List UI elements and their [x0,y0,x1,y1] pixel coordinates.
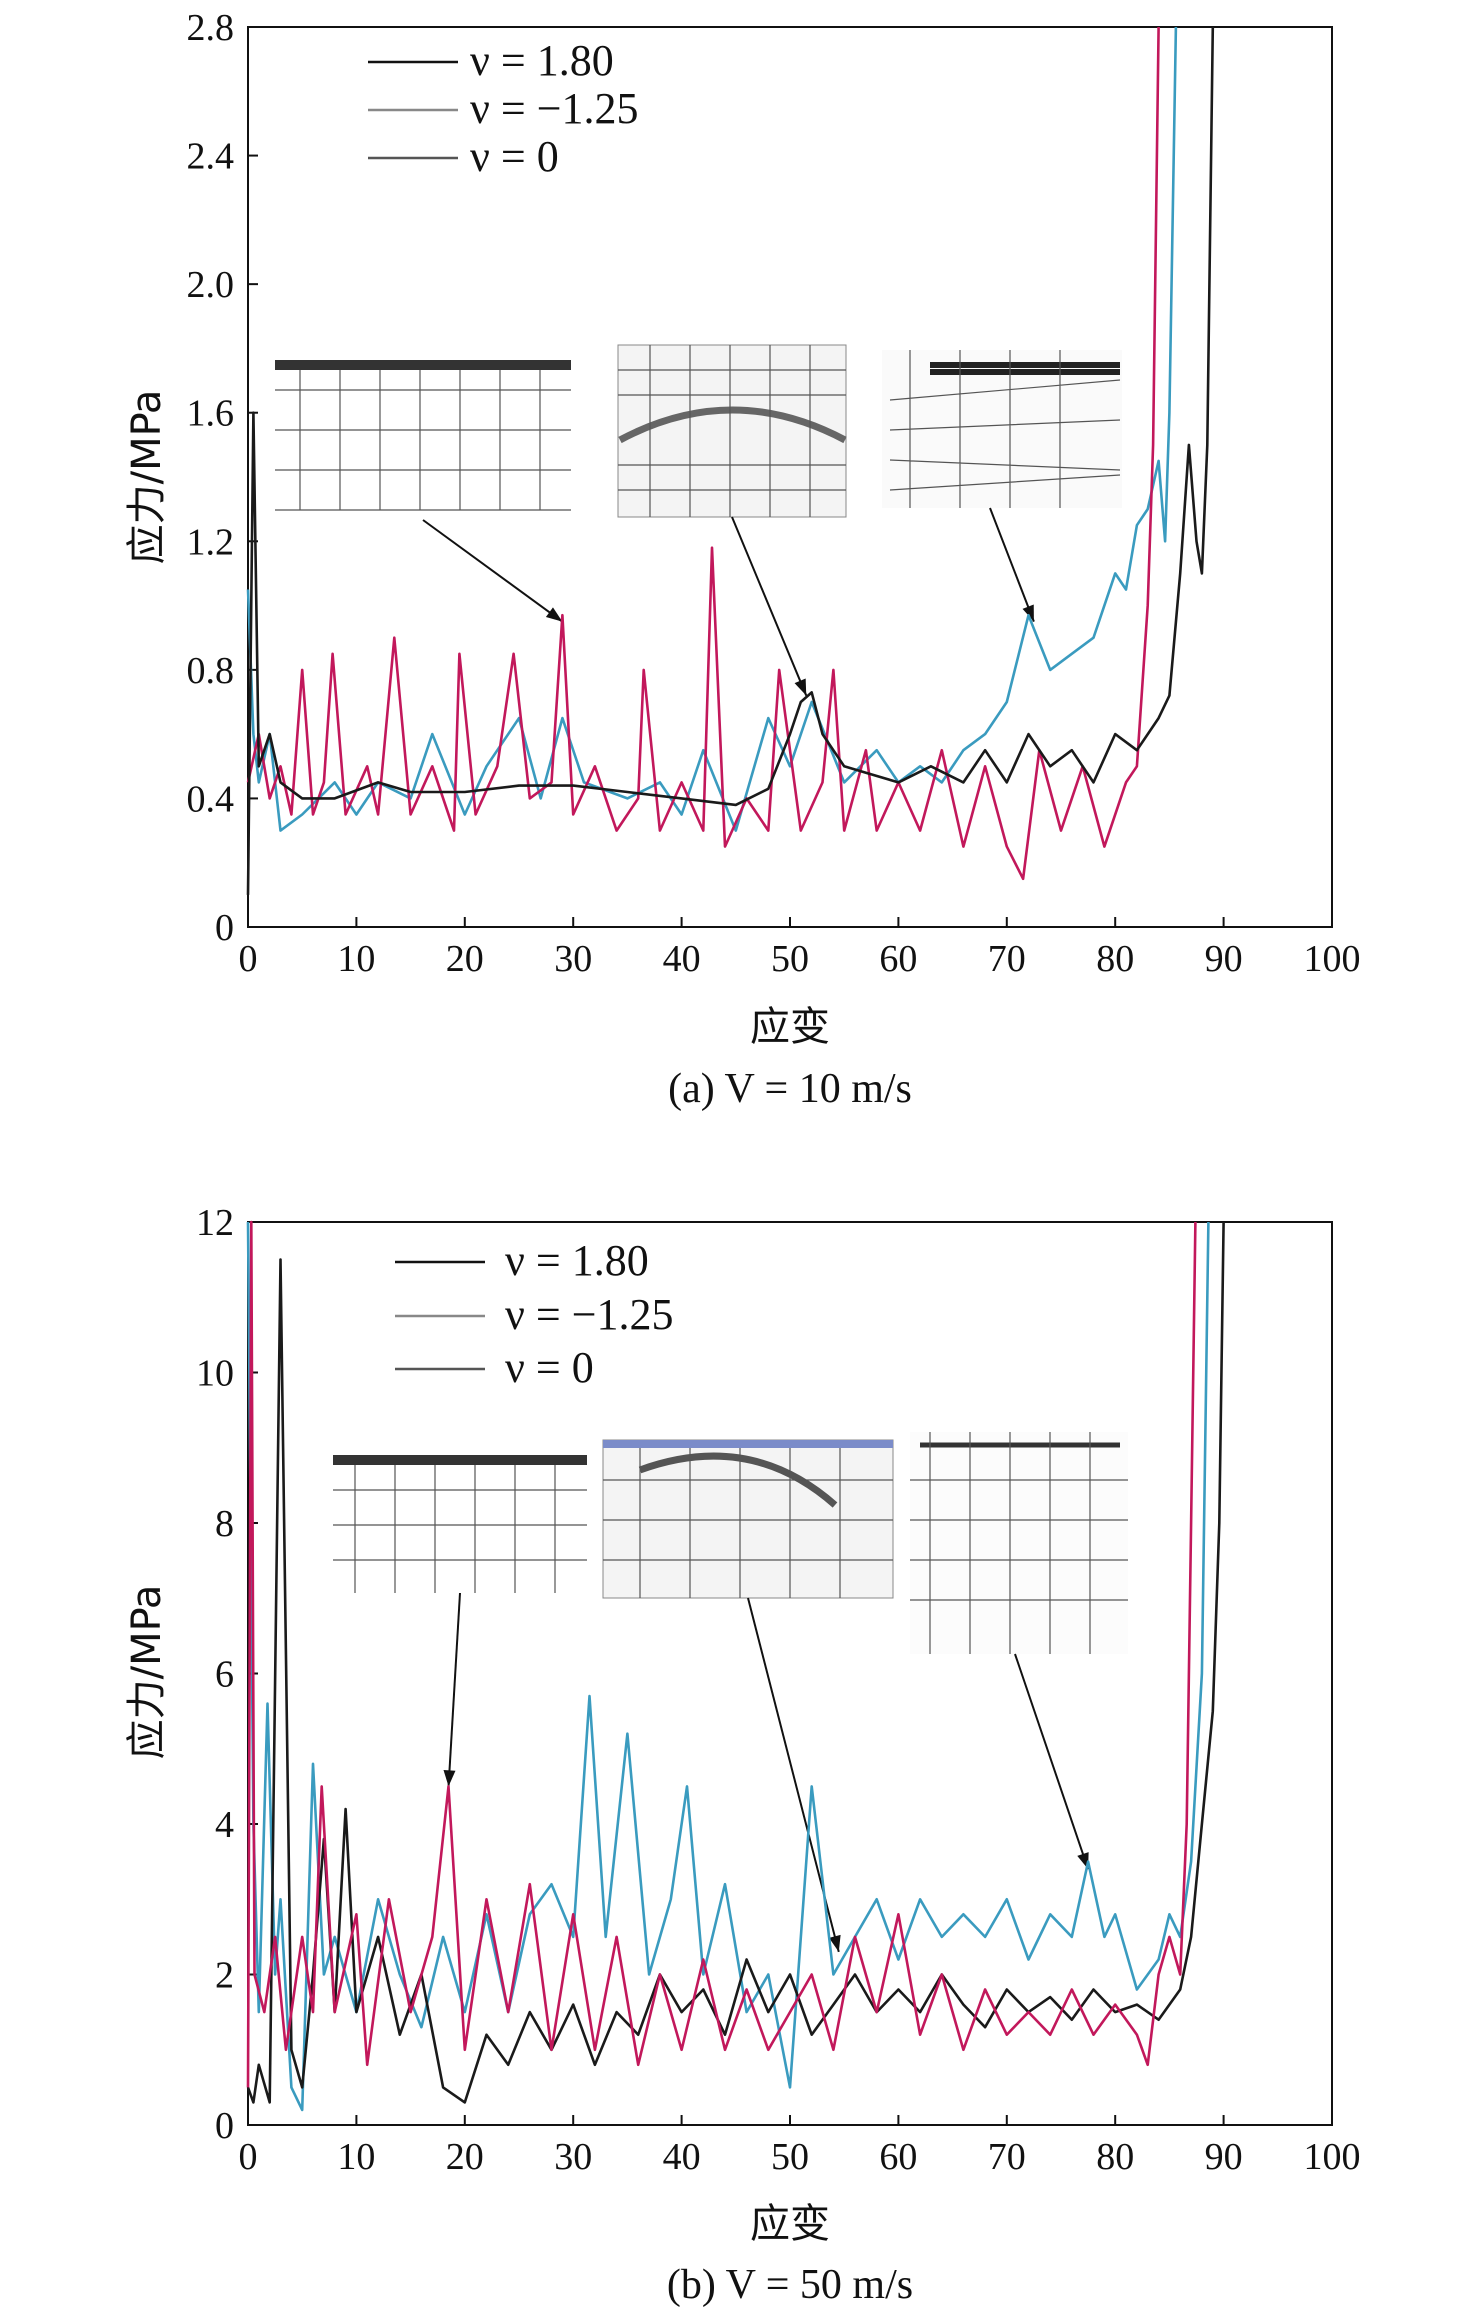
y-tick-label-b-5: 10 [196,1353,234,1395]
plot-frame-b [247,1221,1333,2126]
legend-label-b-0: ν = 1.80 [505,1236,649,1285]
annotation-arrowhead-b-1 [828,1934,841,1952]
y-tick-label-b-4: 8 [215,1503,234,1545]
chart-panel-a: 0 10 20 30 40 50 60 70 80 90 100 0 0.4 0.8 1.2 1.6 2.0 2.… [124,7,1361,1112]
annotation-arrowhead-a-2 [1022,604,1034,622]
annotation-arrowhead-b-0 [443,1770,456,1787]
annotation-arrow-a-0 [422,519,563,623]
x-tick-label-b-4: 40 [663,2136,701,2178]
annotation-arrowhead-a-1 [794,678,807,696]
annotation-arrow-a-1 [731,516,808,696]
y-tick-label-b-0: 0 [215,2105,234,2147]
y-tick-label-a-1: 0.4 [187,778,235,820]
series-lines-a [246,26,1215,895]
inset-image-a-1 [275,360,571,520]
x-tick-label-a-7: 70 [988,938,1026,980]
annotation-arrows-a [422,507,1035,696]
y-tick-label-b-3: 6 [215,1654,234,1696]
inset-image-b-2 [602,1439,894,1599]
series-line-b-0 [246,1221,1225,2104]
x-tick-label-b-10: 100 [1304,2136,1361,2178]
x-tick-label-a-1: 10 [337,938,375,980]
x-tick-label-b-1: 10 [337,2136,375,2178]
y-axis-label-a: 应力/MPa [124,390,170,565]
caption-a: (a) V = 10 m/s [668,1066,912,1112]
legend-label-a-0: ν = 1.80 [470,36,614,85]
x-tick-label-b-9: 90 [1205,2136,1243,2178]
inset-image-a-2 [617,344,847,518]
series-lines-b [246,1220,1225,2112]
axis-ticks-b: 0 10 20 30 40 50 60 70 80 90 100 0 2 4 6 8 10 12 [196,1202,1361,2178]
x-tick-label-a-2: 20 [446,938,484,980]
x-tick-label-a-4: 40 [663,938,701,980]
series-line-a-1 [246,26,1178,832]
series-line-a-0 [246,26,1215,895]
inset-image-b-1 [333,1455,587,1593]
legend-b: ν = 1.80 ν = −1.25 ν = 0 [395,1236,674,1392]
series-line-b-2 [246,1220,1197,2088]
x-axis-label-a: 应变 [750,1004,830,1050]
chart-panel-b: 0 10 20 30 40 50 60 70 80 90 100 0 2 4 6 8 10 12 ν = 1.80… [124,1202,1361,2308]
y-tick-label-a-0: 0 [215,907,234,949]
y-tick-label-b-1: 2 [215,1955,234,1997]
annotation-arrowhead-b-2 [1077,1852,1089,1870]
legend-a: ν = 1.80 ν = −1.25 ν = 0 [368,36,639,181]
x-tick-label-b-6: 60 [879,2136,917,2178]
x-tick-label-b-5: 50 [771,2136,809,2178]
x-tick-label-a-10: 100 [1304,938,1361,980]
x-axis-label-b: 应变 [750,2201,830,2247]
inset-image-a-3 [882,350,1122,508]
inset-image-b-3 [910,1432,1128,1654]
x-tick-label-b-2: 20 [446,2136,484,2178]
series-line-b-1 [246,1221,1210,2112]
x-tick-label-a-0: 0 [239,938,258,980]
y-tick-label-a-6: 2.4 [187,136,235,178]
x-tick-label-a-6: 60 [879,938,917,980]
legend-label-a-2: ν = 0 [470,132,559,181]
annotation-arrow-a-2 [989,507,1035,623]
y-tick-label-a-5: 2.0 [187,264,235,306]
axis-ticks-a: 0 10 20 30 40 50 60 70 80 90 100 0 0.4 0.8 1.2 1.6 2.0 2.… [187,7,1361,980]
y-axis-label-b: 应力/MPa [124,1585,170,1760]
legend-label-b-2: ν = 0 [505,1343,594,1392]
annotation-arrow-b-0 [447,1592,461,1787]
caption-b: (b) V = 50 m/s [667,2262,913,2308]
y-tick-label-a-2: 0.8 [187,650,235,692]
x-tick-label-b-8: 80 [1096,2136,1134,2178]
x-tick-label-a-9: 90 [1205,938,1243,980]
annotation-arrowhead-a-0 [545,607,563,622]
legend-label-b-1: ν = −1.25 [505,1290,674,1339]
x-tick-label-b-3: 30 [554,2136,592,2178]
y-tick-label-b-2: 4 [215,1804,234,1846]
legend-label-a-1: ν = −1.25 [470,84,639,133]
y-tick-label-a-7: 2.8 [187,7,235,49]
y-tick-label-a-3: 1.2 [187,521,235,563]
x-tick-label-a-8: 80 [1096,938,1134,980]
x-tick-label-a-3: 30 [554,938,592,980]
x-tick-label-b-7: 70 [988,2136,1026,2178]
y-tick-label-a-4: 1.6 [187,393,235,435]
x-tick-label-b-0: 0 [239,2136,258,2178]
annotation-arrow-b-2 [1014,1653,1090,1870]
y-tick-label-b-6: 12 [196,1202,234,1244]
x-tick-label-a-5: 50 [771,938,809,980]
